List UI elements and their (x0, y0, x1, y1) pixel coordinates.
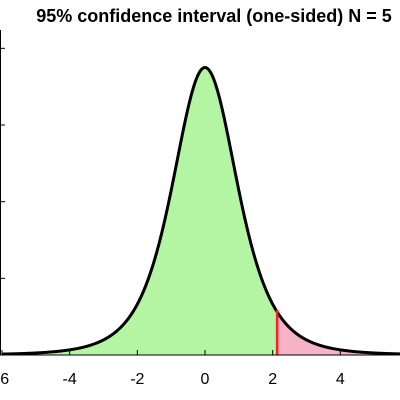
x-axis-ticks: -6 -4 -2 0 2 4 (0, 350, 345, 388)
confidence-region-area (2, 67, 278, 355)
x-tick-label: 0 (201, 371, 210, 388)
t-distribution-curve (1, 66, 400, 356)
x-tick-label: -4 (63, 371, 77, 388)
y-axis-ticks (0, 47, 5, 279)
chart-title: 95% confidence interval (one-sided) N = … (36, 6, 392, 26)
x-tick-label: 2 (268, 371, 277, 388)
rejection-region-area (277, 311, 400, 355)
x-tick-label: -6 (0, 371, 9, 388)
x-tick-label: 4 (336, 371, 345, 388)
x-tick-label: -2 (130, 371, 144, 388)
